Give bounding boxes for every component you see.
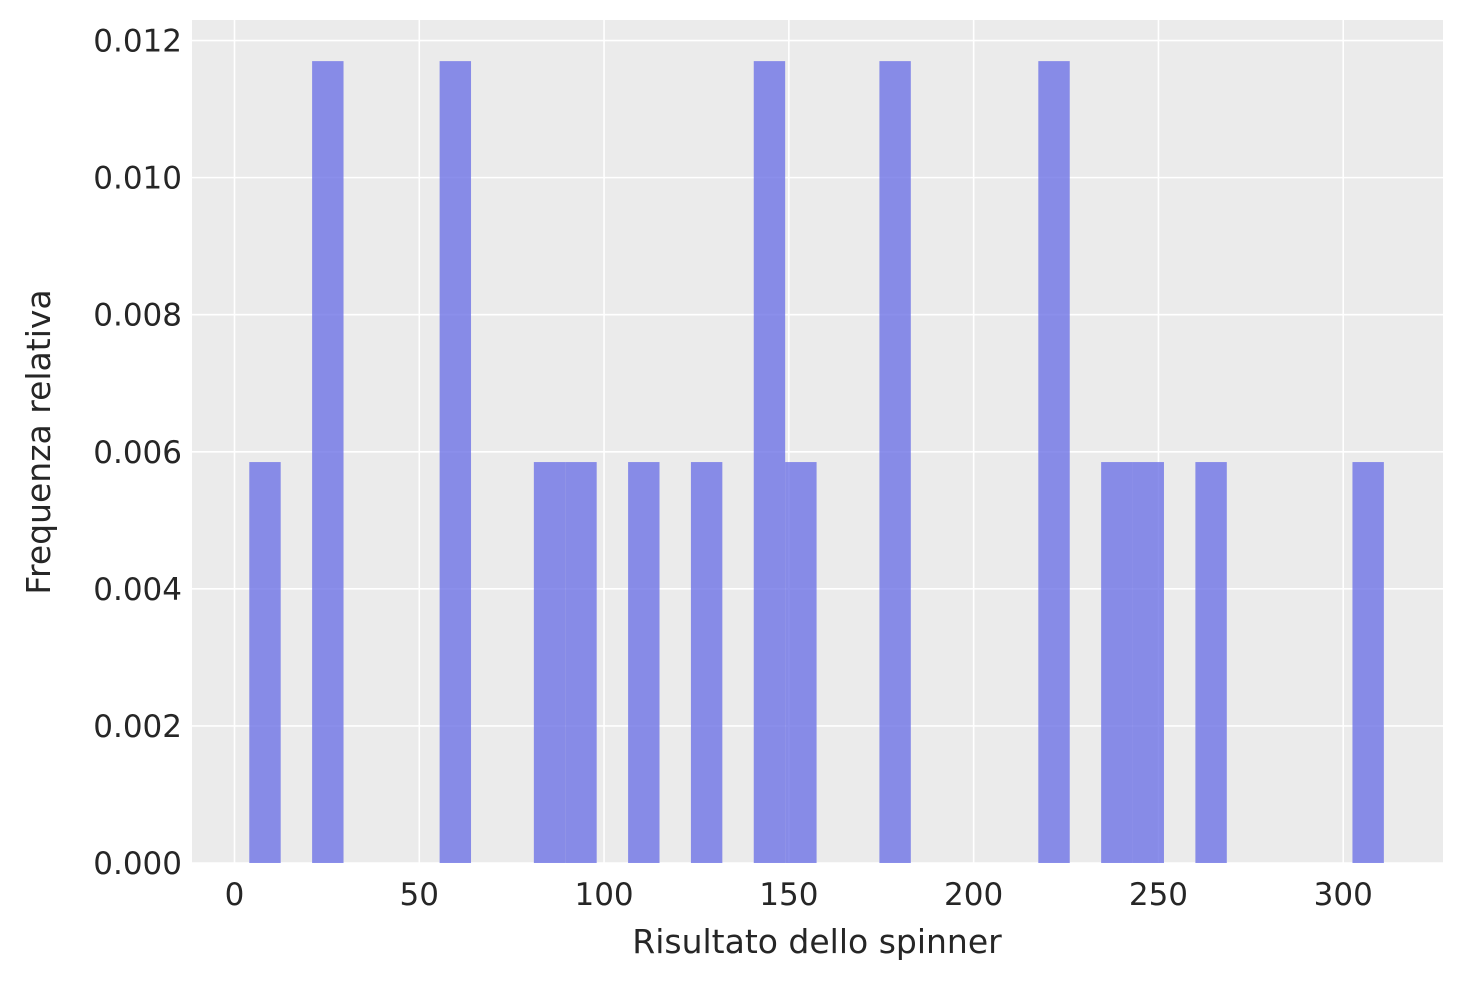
grid-lines: [192, 20, 1443, 864]
x-tick-label: 200: [944, 877, 1003, 913]
y-tick-label: 0.004: [93, 572, 182, 608]
histogram-bar: [1101, 462, 1133, 863]
histogram-bar: [565, 462, 597, 863]
x-tick-label: 250: [1129, 877, 1188, 913]
x-tick-label: 100: [574, 877, 633, 913]
histogram-bars: [249, 61, 1384, 864]
histogram-bar: [533, 462, 566, 863]
x-tick-labels: 0 50 100 150 200 250 300: [225, 877, 1373, 913]
histogram-bar: [879, 61, 911, 864]
x-tick-label: 150: [759, 877, 818, 913]
y-tick-label: 0.008: [93, 298, 182, 334]
histogram-bar: [1195, 462, 1227, 863]
histogram-bar: [312, 61, 344, 864]
y-tick-label: 0.000: [93, 846, 182, 882]
histogram-bar: [1132, 462, 1164, 863]
histogram-bar: [690, 462, 723, 863]
histogram-bar: [785, 462, 817, 863]
histogram-bar: [753, 61, 786, 864]
y-tick-labels: 0.000 0.002 0.004 0.006 0.008 0.010 0.012: [93, 24, 182, 882]
histogram-bar: [1352, 462, 1384, 863]
y-tick-label: 0.006: [93, 435, 182, 471]
histogram-bar: [628, 462, 660, 863]
y-tick-label: 0.012: [93, 24, 182, 60]
x-tick-label: 50: [400, 877, 439, 913]
y-axis-title: Frequenza relativa: [19, 289, 58, 594]
histogram-bar: [439, 61, 472, 864]
histogram-bar: [1038, 61, 1070, 864]
x-axis-title: Risultato dello spinner: [632, 922, 1002, 961]
y-tick-label: 0.010: [93, 161, 182, 197]
y-tick-label: 0.002: [93, 709, 182, 745]
x-tick-label: 300: [1314, 877, 1373, 913]
x-tick-label: 0: [225, 877, 245, 913]
plot-background: [192, 20, 1443, 863]
histogram-bar: [249, 462, 281, 863]
